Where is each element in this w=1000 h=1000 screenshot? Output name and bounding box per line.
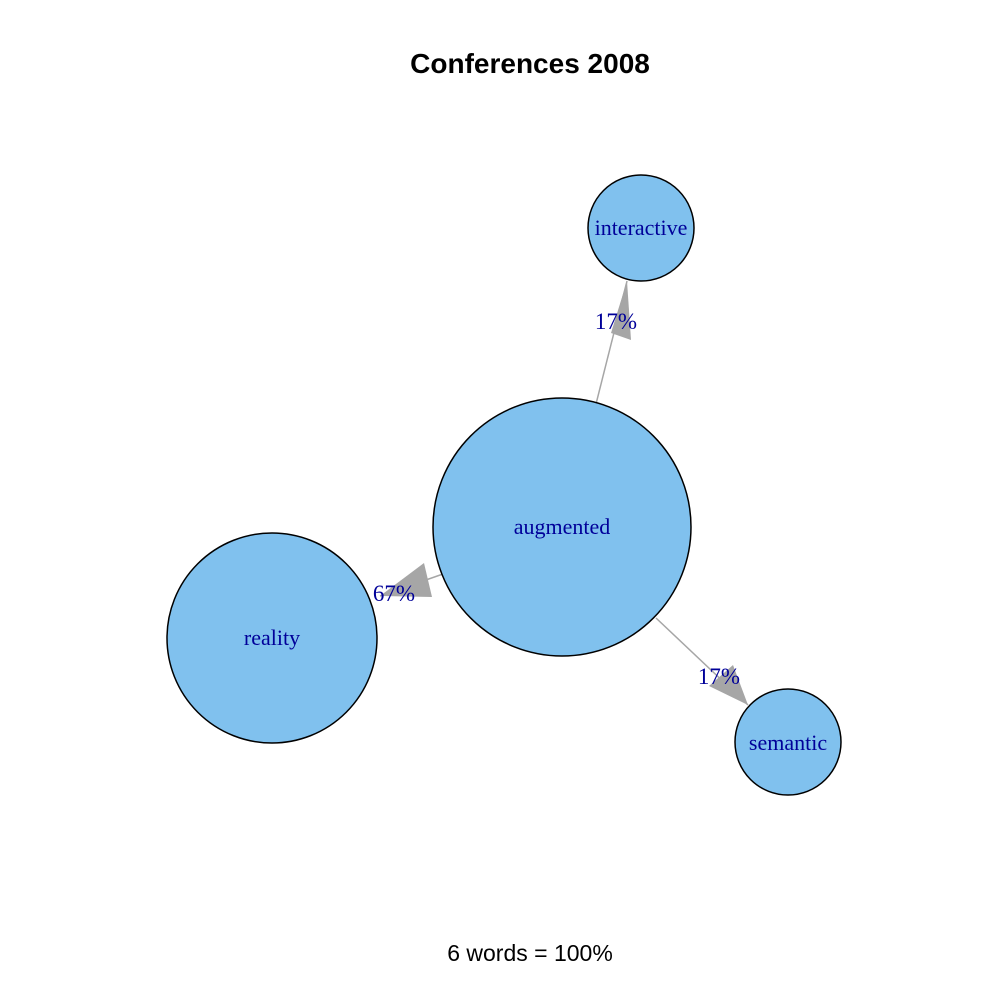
node-circle xyxy=(587,174,695,282)
node-label-semantic: semantic xyxy=(749,730,827,755)
edge-label-semantic: 17% xyxy=(698,664,740,689)
edges: 17% 67% 17% xyxy=(373,280,749,706)
edge-arrowhead xyxy=(611,281,631,340)
nodes: augmented interactive reality semantic xyxy=(166,174,842,796)
node-augmented: augmented xyxy=(432,397,692,657)
diagram-caption: 6 words = 100% xyxy=(447,940,613,966)
edge-augmented-interactive: 17% xyxy=(595,280,637,405)
edge-augmented-reality: 67% xyxy=(373,563,444,606)
edge-arrowhead xyxy=(709,665,748,705)
edge-augmented-semantic: 17% xyxy=(655,617,749,706)
node-label-augmented: augmented xyxy=(514,514,611,539)
node-label-interactive: interactive xyxy=(595,215,688,240)
node-label-reality: reality xyxy=(244,625,300,650)
node-circle xyxy=(166,532,378,744)
node-circle xyxy=(734,688,842,796)
edge-arrowhead xyxy=(380,563,432,597)
node-circle xyxy=(432,397,692,657)
node-reality: reality xyxy=(166,532,378,744)
node-interactive: interactive xyxy=(587,174,695,282)
edge-label-interactive: 17% xyxy=(595,309,637,334)
edge-label-reality: 67% xyxy=(373,581,415,606)
diagram-title: Conferences 2008 xyxy=(410,48,650,79)
node-semantic: semantic xyxy=(734,688,842,796)
